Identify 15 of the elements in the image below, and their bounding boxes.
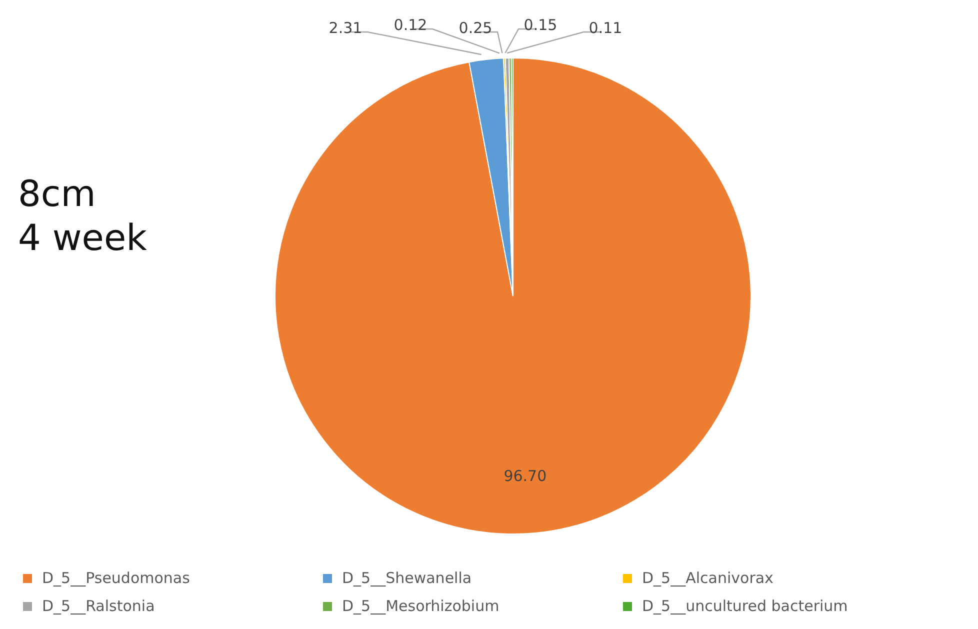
pie-slice	[274, 58, 752, 534]
text: 4 week	[18, 217, 147, 261]
data-label: 0.12	[394, 16, 428, 34]
text: 8cm	[18, 173, 97, 217]
data-label: 0.25	[458, 19, 492, 37]
legend-label: D_5__uncultured bacterium	[642, 597, 848, 615]
data-label: 96.70	[504, 466, 547, 485]
legend-label: D_5__Pseudomonas	[42, 569, 190, 587]
legend-label: D_5__Ralstonia	[42, 597, 155, 615]
legend-label: D_5__Shewanella	[342, 569, 472, 587]
legend-label: D_5__Mesorhizobium	[342, 597, 500, 615]
legend-label: D_5__Alcanivorax	[642, 569, 774, 587]
data-label: 0.11	[588, 19, 622, 37]
data-label: 2.31	[328, 19, 362, 37]
data-label: 0.15	[524, 16, 558, 34]
